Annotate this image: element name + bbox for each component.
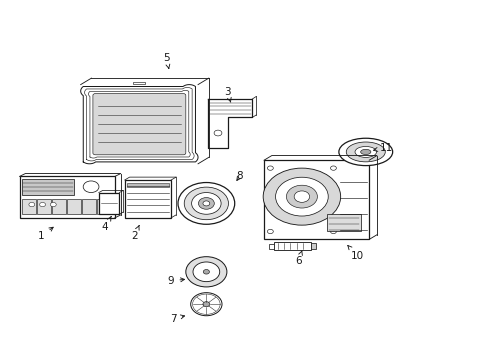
- Circle shape: [190, 293, 222, 316]
- Circle shape: [214, 130, 222, 136]
- Bar: [127, 183, 168, 187]
- Bar: [67, 199, 81, 215]
- Bar: [310, 243, 316, 249]
- Ellipse shape: [354, 147, 376, 157]
- Text: 2: 2: [131, 225, 139, 241]
- Bar: [124, 180, 171, 218]
- Bar: [273, 242, 310, 250]
- Circle shape: [191, 193, 221, 214]
- Bar: [22, 179, 74, 195]
- Circle shape: [294, 191, 309, 202]
- Bar: [97, 199, 111, 215]
- Circle shape: [203, 201, 209, 206]
- Text: 5: 5: [163, 53, 169, 68]
- Text: 1: 1: [38, 227, 53, 241]
- Bar: [133, 82, 145, 84]
- Text: 9: 9: [167, 276, 184, 286]
- Circle shape: [267, 166, 273, 170]
- Text: 11: 11: [373, 143, 392, 153]
- Text: 6: 6: [294, 251, 302, 266]
- Text: 4: 4: [102, 216, 111, 232]
- Circle shape: [198, 198, 214, 209]
- Circle shape: [275, 177, 327, 216]
- Bar: [326, 214, 360, 231]
- FancyBboxPatch shape: [93, 94, 185, 155]
- Bar: [20, 176, 115, 218]
- Bar: [82, 199, 96, 215]
- Circle shape: [263, 168, 340, 225]
- Circle shape: [286, 185, 317, 208]
- Text: 10: 10: [347, 246, 363, 261]
- Circle shape: [40, 202, 45, 207]
- Circle shape: [203, 302, 209, 307]
- Circle shape: [184, 187, 228, 220]
- Circle shape: [29, 202, 35, 207]
- Circle shape: [267, 229, 273, 234]
- Bar: [99, 193, 119, 214]
- Text: 8: 8: [236, 171, 243, 181]
- Bar: [264, 160, 368, 239]
- Circle shape: [178, 183, 234, 224]
- Circle shape: [330, 166, 336, 170]
- Circle shape: [193, 262, 219, 282]
- Bar: [268, 244, 273, 249]
- Circle shape: [330, 229, 336, 234]
- Ellipse shape: [346, 142, 385, 162]
- Circle shape: [83, 181, 99, 193]
- Text: 3: 3: [224, 87, 231, 102]
- Ellipse shape: [360, 149, 370, 154]
- Circle shape: [185, 257, 226, 287]
- Bar: [22, 199, 36, 215]
- Bar: [52, 199, 65, 215]
- Circle shape: [50, 202, 56, 207]
- Circle shape: [203, 270, 209, 274]
- Text: 7: 7: [170, 314, 184, 324]
- Ellipse shape: [338, 138, 392, 166]
- Bar: [37, 199, 51, 215]
